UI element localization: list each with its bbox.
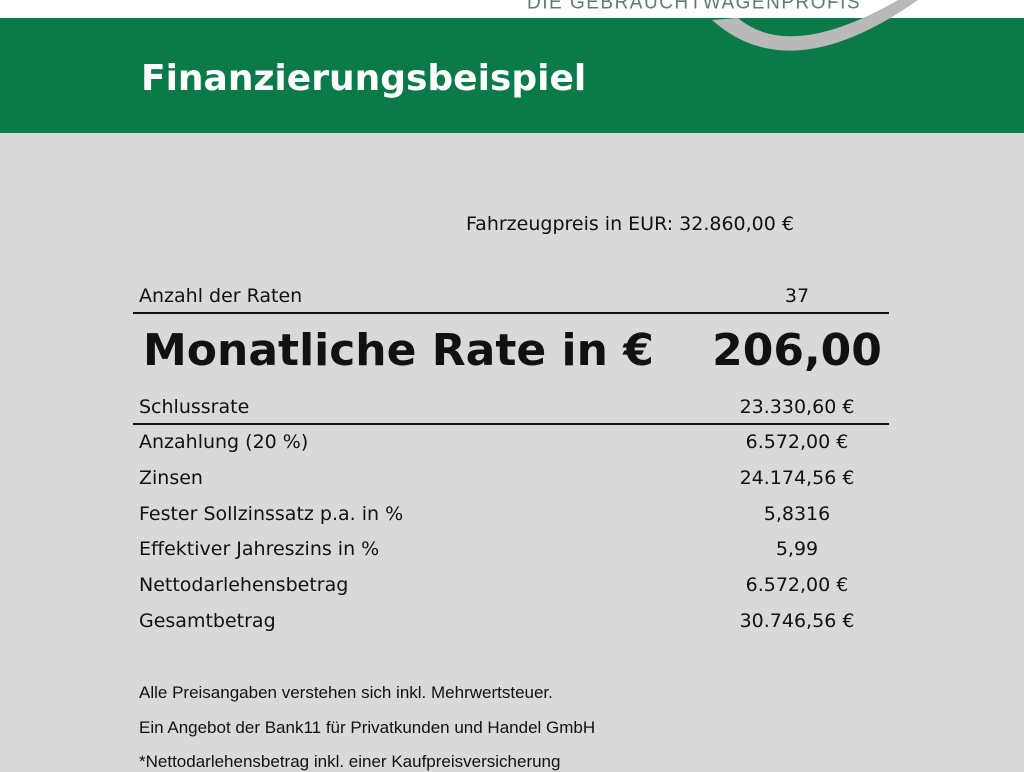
detail-label: Anzahlung (20 %) <box>139 431 309 453</box>
final-rate-value: 23.330,60 € <box>739 396 855 418</box>
detail-label: Fester Sollzinssatz p.a. in % <box>139 503 404 525</box>
detail-value: 6.572,00 € <box>745 431 849 453</box>
vehicle-price: Fahrzeugpreis in EUR: 32.860,00 € <box>466 213 794 235</box>
header-band <box>0 18 1024 133</box>
note-bank: Ein Angebot der Bank11 für Privatkunden … <box>139 718 596 737</box>
detail-label: Nettodarlehensbetrag <box>139 574 349 596</box>
detail-value: 5,8316 <box>763 503 831 525</box>
detail-label: Zinsen <box>139 467 203 489</box>
detail-value: 5,99 <box>775 538 819 560</box>
note-vat: Alle Preisangaben verstehen sich inkl. M… <box>139 683 553 702</box>
installments-label: Anzahl der Raten <box>139 285 303 307</box>
detail-value: 30.746,56 € <box>739 610 855 632</box>
monthly-rate-value: 206,00 <box>712 325 882 376</box>
monthly-rate-label: Monatliche Rate in € <box>143 325 654 376</box>
logo-tagline: DIE GEBRAUCHTWAGENPROFIS <box>527 0 862 14</box>
detail-value: 6.572,00 € <box>745 574 849 596</box>
final-rate-label: Schlussrate <box>139 396 250 418</box>
divider <box>133 312 889 314</box>
detail-label: Gesamtbetrag <box>139 610 276 632</box>
vehicle-price-label: Fahrzeugpreis in EUR: <box>466 213 674 235</box>
installments-value: 37 <box>784 285 810 307</box>
detail-value: 24.174,56 € <box>739 467 855 489</box>
logo-swoosh-icon <box>712 0 918 51</box>
note-insurance: *Nettodarlehensbetrag inkl. einer Kaufpr… <box>139 752 561 771</box>
logo-strip <box>0 0 1024 18</box>
divider <box>133 423 889 425</box>
vehicle-price-value: 32.860,00 € <box>679 213 794 235</box>
detail-label: Effektiver Jahreszins in % <box>139 538 380 560</box>
page-title: Finanzierungsbeispiel <box>141 58 587 99</box>
